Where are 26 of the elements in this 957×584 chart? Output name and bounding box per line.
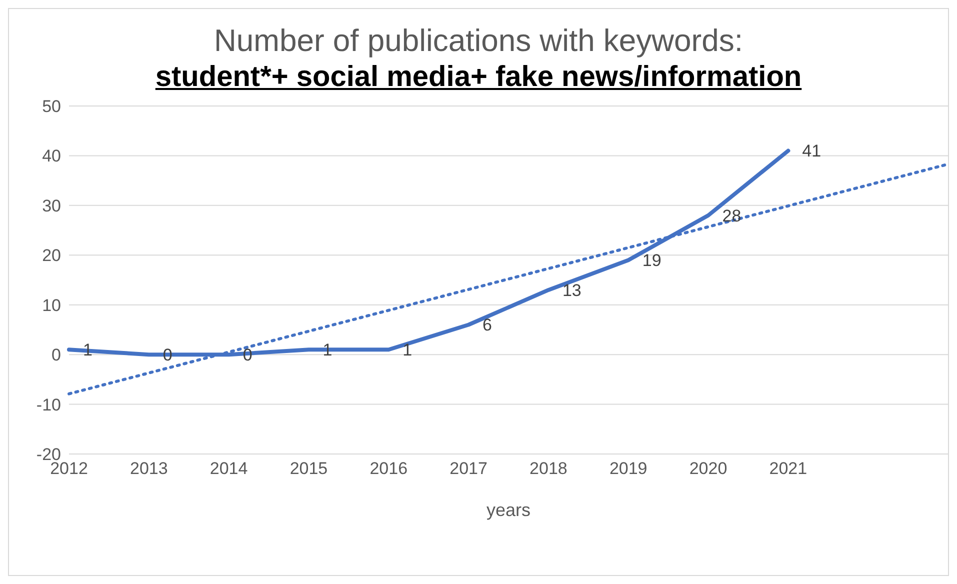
y-tick-label: 30 xyxy=(42,196,61,216)
y-tick-label: 0 xyxy=(52,346,61,365)
x-axis-title: years xyxy=(486,500,531,520)
x-tick-label: 2019 xyxy=(609,459,648,478)
data-label: 41 xyxy=(802,142,822,161)
chart-subtitle: student*+ social media+ fake news/information xyxy=(154,61,803,94)
x-tick-label: 2021 xyxy=(769,459,808,478)
chart-title: Number of publications with keywords: xyxy=(213,23,744,59)
x-tick-label: 2012 xyxy=(50,459,88,478)
data-label: 13 xyxy=(562,280,582,300)
x-tick-label: 2013 xyxy=(130,459,168,478)
y-tick-label: 10 xyxy=(42,296,61,315)
x-tick-label: 2018 xyxy=(530,459,568,478)
x-tick-label: 2016 xyxy=(370,459,408,478)
data-label: 1 xyxy=(402,340,412,360)
data-label: 6 xyxy=(482,316,492,335)
x-tick-label: 2020 xyxy=(689,459,728,478)
y-tick-label: 50 xyxy=(42,97,61,116)
y-tick-label: 20 xyxy=(42,246,61,266)
x-tick-label: 2015 xyxy=(290,459,328,478)
y-tick-label: -10 xyxy=(36,395,61,414)
data-label: 19 xyxy=(642,251,662,270)
x-tick-label: 2014 xyxy=(210,459,248,478)
y-tick-label: 40 xyxy=(42,146,61,166)
x-tick-label: 2017 xyxy=(450,459,488,478)
data-label: 28 xyxy=(722,206,742,226)
